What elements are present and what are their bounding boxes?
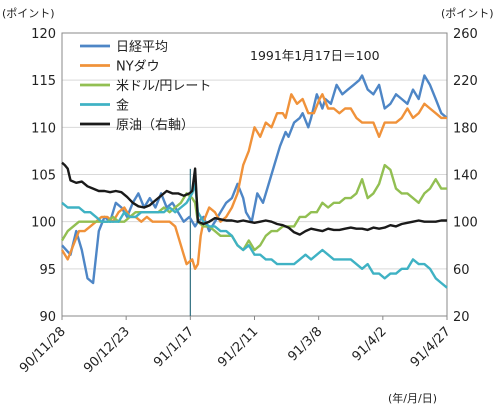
right-tick-100: 100 [453, 216, 478, 231]
series-line-4 [61, 161, 447, 236]
right-tick-180: 180 [453, 121, 478, 136]
right-tick-20: 20 [453, 310, 470, 325]
left-tick-105: 105 [31, 169, 56, 184]
right-tick-220: 220 [453, 74, 478, 89]
right-tick-60: 60 [453, 263, 470, 278]
series-line-2 [60, 163, 447, 252]
legend-label-2: 米ドル/円レート [116, 79, 211, 94]
legend-label-4: 原油（右軸） [116, 118, 194, 133]
left-tick-110: 110 [31, 121, 56, 136]
legend-label-3: 金 [116, 98, 129, 114]
left-tick-115: 115 [31, 74, 56, 89]
left-axis-unit: (ポイント) [2, 7, 55, 20]
left-tick-95: 95 [39, 263, 56, 278]
legend-label-0: 日経平均 [116, 40, 168, 55]
left-tick-120: 120 [31, 27, 56, 42]
x-axis-unit: (年/月/日) [388, 391, 437, 405]
right-tick-260: 260 [453, 27, 478, 42]
right-tick-140: 140 [453, 169, 478, 184]
left-tick-90: 90 [39, 310, 56, 325]
series-layer [60, 74, 448, 289]
left-axis-ticks: 90 95 100 105 110 115 120 [31, 27, 56, 325]
left-tick-100: 100 [31, 216, 56, 231]
legend-label-1: NYダウ [116, 60, 160, 75]
series-line-3 [61, 182, 448, 289]
series-line-0 [61, 74, 448, 285]
base-date-annotation: 1991年1月17日＝100 [250, 48, 380, 63]
right-axis-ticks: 20 60 100 140 180 220 260 [453, 27, 478, 325]
right-axis-unit: (ポイント) [441, 7, 494, 20]
